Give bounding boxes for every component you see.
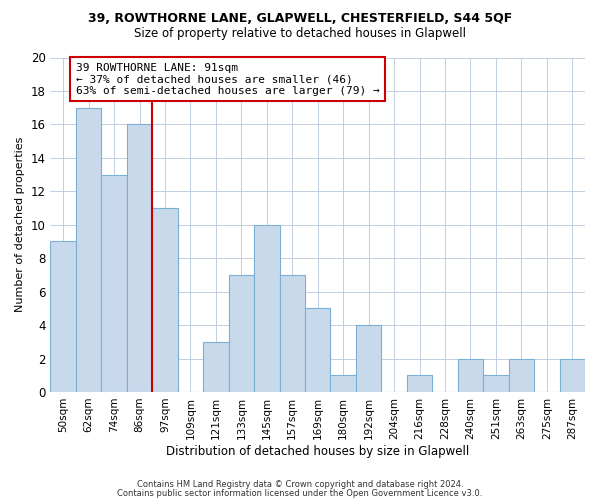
Bar xyxy=(509,358,534,392)
Bar xyxy=(331,375,356,392)
Text: Contains HM Land Registry data © Crown copyright and database right 2024.: Contains HM Land Registry data © Crown c… xyxy=(137,480,463,489)
Text: Size of property relative to detached houses in Glapwell: Size of property relative to detached ho… xyxy=(134,28,466,40)
Bar xyxy=(407,375,432,392)
Bar xyxy=(152,208,178,392)
Bar xyxy=(254,224,280,392)
Bar xyxy=(560,358,585,392)
Text: 39 ROWTHORNE LANE: 91sqm
← 37% of detached houses are smaller (46)
63% of semi-d: 39 ROWTHORNE LANE: 91sqm ← 37% of detach… xyxy=(76,62,380,96)
Bar xyxy=(50,242,76,392)
Text: Contains public sector information licensed under the Open Government Licence v3: Contains public sector information licen… xyxy=(118,488,482,498)
Bar xyxy=(229,275,254,392)
Bar xyxy=(458,358,483,392)
X-axis label: Distribution of detached houses by size in Glapwell: Distribution of detached houses by size … xyxy=(166,444,469,458)
Bar xyxy=(280,275,305,392)
Y-axis label: Number of detached properties: Number of detached properties xyxy=(15,137,25,312)
Bar xyxy=(203,342,229,392)
Bar xyxy=(305,308,331,392)
Bar xyxy=(483,375,509,392)
Bar xyxy=(76,108,101,392)
Bar xyxy=(356,325,382,392)
Text: 39, ROWTHORNE LANE, GLAPWELL, CHESTERFIELD, S44 5QF: 39, ROWTHORNE LANE, GLAPWELL, CHESTERFIE… xyxy=(88,12,512,26)
Bar xyxy=(101,174,127,392)
Bar xyxy=(127,124,152,392)
